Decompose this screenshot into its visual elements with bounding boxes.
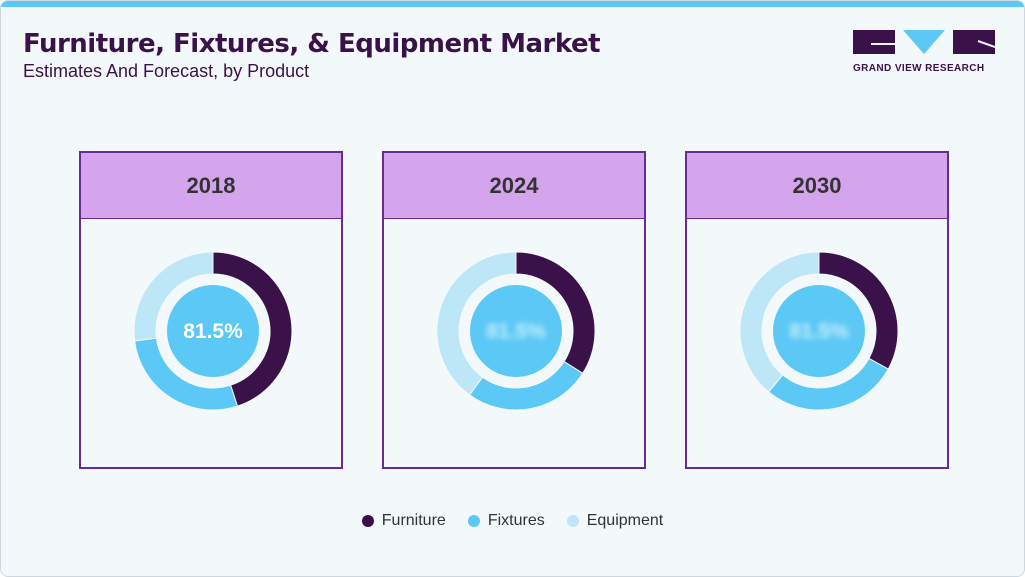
- donut-center: [470, 285, 562, 377]
- legend-label: Fixtures: [487, 512, 545, 529]
- legend-marker: [566, 515, 579, 527]
- legend: Furniture Fixtures Equipment: [1, 512, 1024, 530]
- donut-slice-furniture: [212, 251, 293, 407]
- legend-item-furniture: Furniture: [361, 512, 446, 530]
- panel-year: 2024: [384, 153, 644, 219]
- donut-slice-equipment: [739, 251, 820, 393]
- panel-year: 2018: [81, 153, 341, 219]
- panel-2018: 2018 81.5%: [79, 151, 343, 469]
- accent-bar: [1, 1, 1024, 7]
- panel-year: 2030: [687, 153, 947, 219]
- donut-slice-equipment: [133, 251, 214, 342]
- donut-slice-equipment: [436, 251, 517, 396]
- legend-label: Equipment: [586, 512, 664, 529]
- logo-text: GRAND VIEW RESEARCH: [853, 63, 985, 74]
- donut-chart: 81.5%: [133, 251, 293, 411]
- logo-mark-icon: [853, 30, 996, 54]
- chart-title: Furniture, Fixtures, & Equipment Market: [23, 29, 601, 59]
- grand-view-research-logo: GRAND VIEW RESEARCH: [853, 30, 996, 74]
- center-label: 81.5%: [183, 320, 243, 343]
- legend-item-equipment: Equipment: [566, 512, 664, 530]
- legend-marker: [361, 515, 374, 527]
- donut-chart: 81.5%: [436, 251, 596, 411]
- donut-center: [167, 285, 259, 377]
- chart-subtitle: Estimates And Forecast, by Product: [23, 61, 310, 81]
- donut-center: [773, 285, 865, 377]
- panel-2030: 2030 81.5%: [685, 151, 949, 469]
- panel-2024: 2024 81.5%: [382, 151, 646, 469]
- donut-chart: 81.5%: [739, 251, 899, 411]
- legend-item-fixtures: Fixtures: [467, 512, 545, 530]
- center-label: 81.5%: [789, 320, 849, 343]
- center-label: 81.5%: [486, 320, 546, 343]
- legend-label: Furniture: [381, 512, 446, 529]
- legend-marker: [467, 515, 480, 527]
